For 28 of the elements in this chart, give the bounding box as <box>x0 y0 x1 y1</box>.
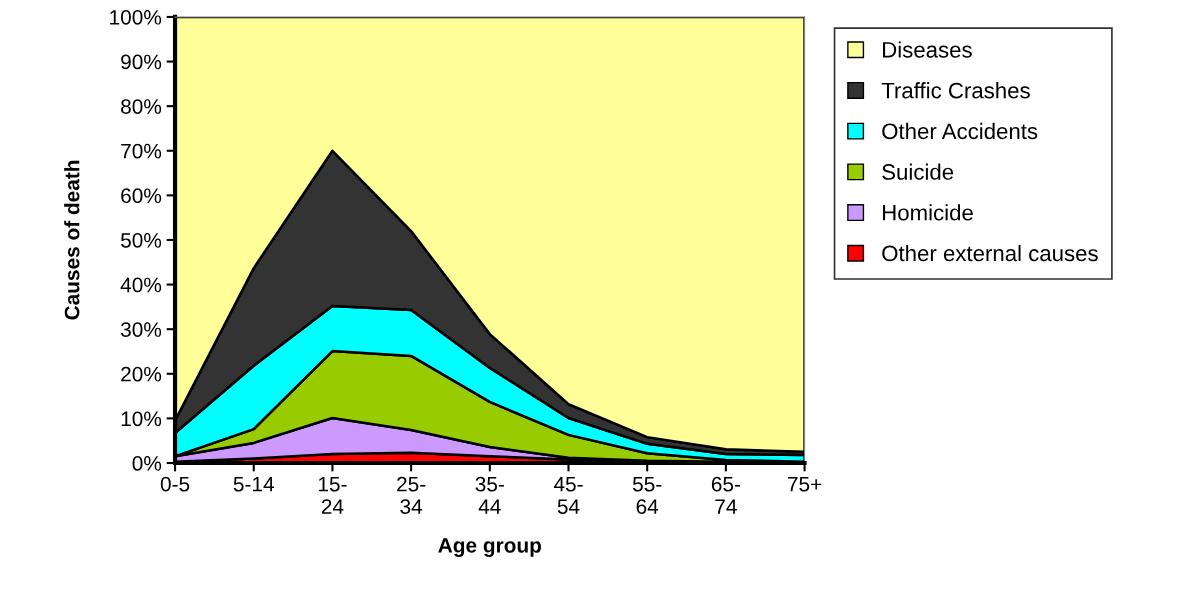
legend-label: Traffic Crashes <box>881 82 1030 99</box>
x-tick-label: 15- 24 <box>318 476 347 514</box>
x-tick-label: 35- 44 <box>475 476 504 514</box>
x-tick-label: 65- 74 <box>711 476 741 514</box>
x-tick-label: 5-14 <box>233 476 274 492</box>
y-tick-label: 100% <box>110 9 162 25</box>
y-tick-label: 90% <box>121 54 162 70</box>
y-tick-label: 40% <box>120 277 162 293</box>
y-tick-label: 20% <box>121 366 162 382</box>
y-tick-label: 50% <box>120 232 162 248</box>
legend-label: Other Accidents <box>882 122 1038 140</box>
x-axis-title: Age group <box>438 538 542 557</box>
legend-label: Suicide <box>882 163 954 180</box>
legend-label: Other external causes <box>882 244 1098 262</box>
y-tick-label: 30% <box>120 322 162 337</box>
x-tick-label: 0-5 <box>160 476 190 492</box>
x-tick-label: 25- 34 <box>397 476 426 514</box>
y-axis-title: Causes of death <box>64 160 80 320</box>
legend-label: Homicide <box>883 204 973 221</box>
y-tick-label: 80% <box>121 99 162 114</box>
x-tick-label: 45- 54 <box>553 476 583 514</box>
legend-label: Diseases <box>883 41 972 58</box>
x-tick-label: 75+ <box>787 476 822 492</box>
y-tick-label: 0% <box>132 456 162 471</box>
y-tick-label: 70% <box>121 143 162 159</box>
y-tick-label: 60% <box>121 188 162 204</box>
y-tick-label: 10% <box>121 411 162 427</box>
x-tick-label: 55- 64 <box>632 476 662 514</box>
